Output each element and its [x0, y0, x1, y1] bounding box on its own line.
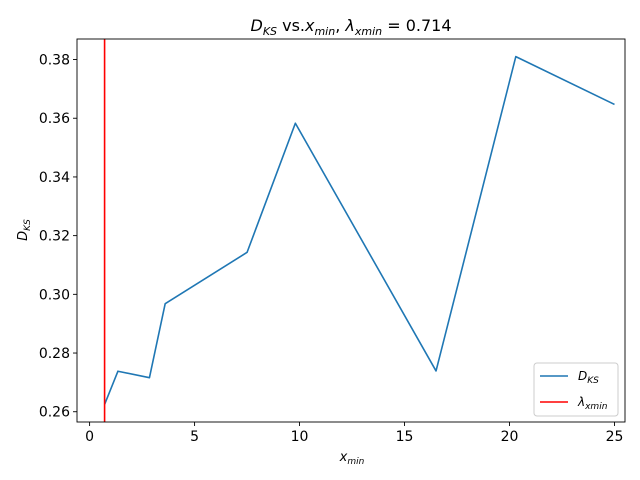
- plot-area: 0 5 10 15 20 25 0.26 0.28 0.30 0.32 0.34 0.36 0.38: [39, 38, 626, 445]
- x-tick-label-1: 5: [190, 429, 199, 445]
- chart-title: DKS vs.xmin, λxmin = 0.714: [250, 16, 451, 38]
- x-axis-label: xmin: [339, 450, 365, 467]
- legend-label-lambda: λxmin: [577, 395, 608, 412]
- y-tick-label-4: 0.34: [39, 170, 70, 186]
- x-tick-label-3: 15: [396, 429, 414, 445]
- x-tick-label-4: 20: [501, 429, 519, 445]
- y-tick-label-1: 0.28: [39, 346, 70, 362]
- y-tick-label-2: 0.30: [39, 287, 70, 303]
- series-line-0: [103, 55, 615, 405]
- legend: DKS λxmin: [533, 362, 619, 417]
- x-tick-label-5: 25: [606, 429, 624, 445]
- x-tick-label-2: 10: [291, 429, 309, 445]
- y-tick-label-6: 0.38: [39, 53, 70, 69]
- legend-label-dks: DKS: [578, 369, 599, 386]
- y-axis-label: DKS: [16, 219, 33, 241]
- y-tick-label-5: 0.36: [39, 111, 70, 127]
- y-tick-label-3: 0.32: [39, 229, 70, 245]
- x-tick-label-0: 0: [85, 429, 94, 445]
- y-tick-label-0: 0.26: [39, 405, 70, 421]
- plot-frame: [76, 38, 626, 423]
